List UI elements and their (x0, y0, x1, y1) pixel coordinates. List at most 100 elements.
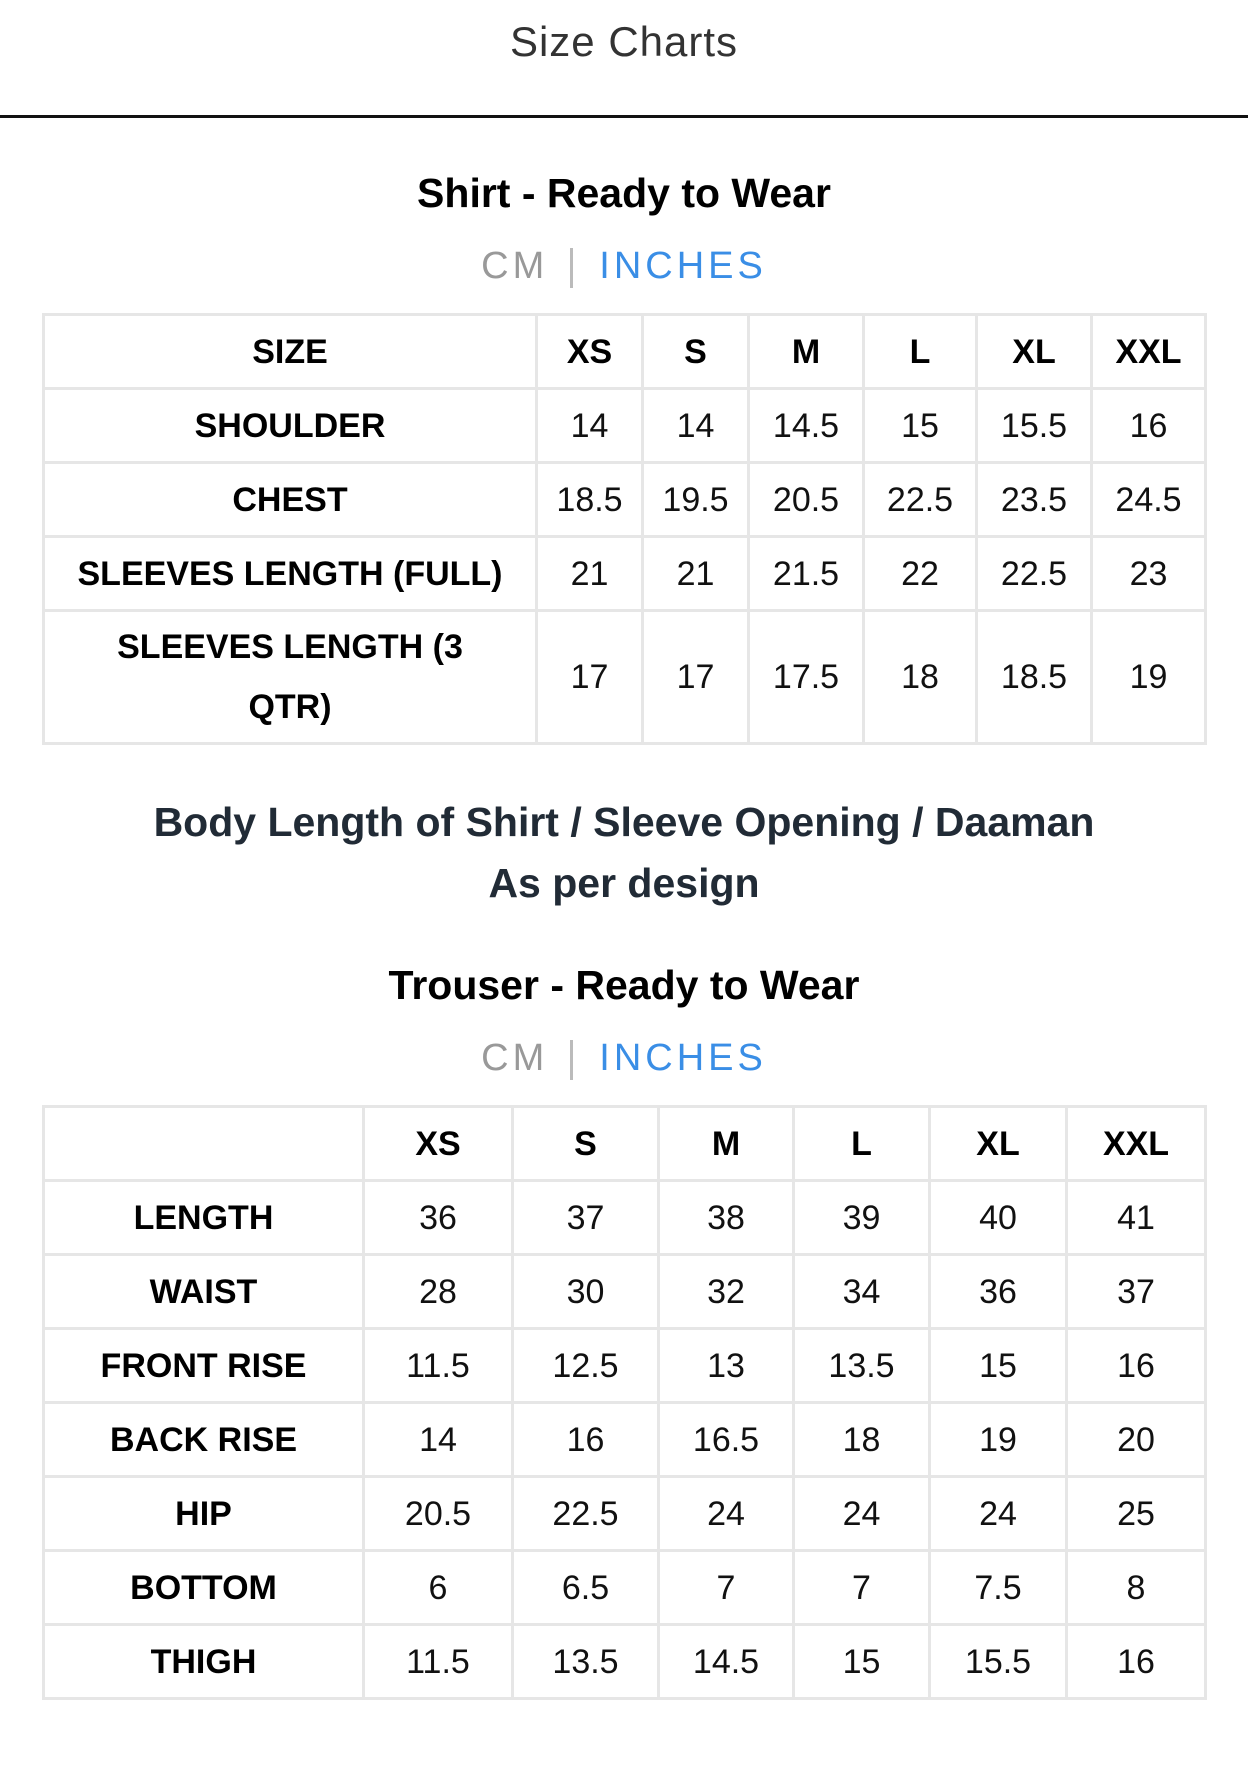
table-cell: 16 (1065, 1623, 1207, 1700)
trouser-unit-toggle: CM INCHES (0, 1037, 1248, 1080)
column-header-size: XXL (1090, 313, 1207, 390)
row-label: CHEST (42, 461, 538, 538)
row-label: SHOULDER (42, 387, 538, 464)
page-title: Size Charts (509, 18, 739, 65)
design-note-line2: As per design (488, 860, 760, 906)
table-cell: 22 (862, 535, 978, 612)
trouser-unit-inches[interactable]: INCHES (599, 1037, 767, 1079)
table-cell: 19.5 (641, 461, 750, 538)
table-cell: 21 (535, 535, 644, 612)
row-label: SLEEVES LENGTH (3 QTR) (42, 609, 538, 745)
table-cell: 22.5 (975, 535, 1093, 612)
design-note: Body Length of Shirt / Sleeve Opening / … (0, 792, 1248, 914)
table-cell: 34 (792, 1253, 931, 1330)
row-label: THIGH (42, 1623, 365, 1700)
table-cell: 22.5 (511, 1475, 660, 1552)
column-header-size: XL (975, 313, 1093, 390)
shirt-size-table: SIZE XS S M L XL XXL SHOULDER 14 14 14.5 15 15.5 16 CH… (42, 313, 1207, 745)
table-cell: 12.5 (511, 1327, 660, 1404)
shirt-unit-cm[interactable]: CM (481, 245, 549, 287)
table-cell: 21.5 (747, 535, 865, 612)
trouser-size-table: XS S M L XL XXL LENGTH 36 37 38 39 40 41 WAIST 28 30 32 3… (42, 1105, 1207, 1700)
table-cell: 16 (1090, 387, 1207, 464)
table-cell: 36 (928, 1253, 1068, 1330)
table-cell: 18.5 (535, 461, 644, 538)
table-cell: 13 (657, 1327, 795, 1404)
row-label: LENGTH (42, 1179, 365, 1256)
table-cell: 15 (928, 1327, 1068, 1404)
table-cell: 18.5 (975, 609, 1093, 745)
table-cell: 38 (657, 1179, 795, 1256)
column-header-size: XS (362, 1105, 514, 1182)
row-label: HIP (42, 1475, 365, 1552)
table-cell: 17 (535, 609, 644, 745)
table-cell: 20.5 (362, 1475, 514, 1552)
table-cell: 15.5 (928, 1623, 1068, 1700)
table-cell: 24 (792, 1475, 931, 1552)
table-row: SLEEVES LENGTH (3 QTR) 17 17 17.5 18 18.5 19 (42, 609, 1207, 745)
header-row: SIZE XS S M L XL XXL (42, 313, 1207, 390)
table-cell: 8 (1065, 1549, 1207, 1626)
column-header-label (42, 1105, 365, 1182)
table-cell: 15.5 (975, 387, 1093, 464)
column-header-size: S (511, 1105, 660, 1182)
shirt-unit-toggle: CM INCHES (0, 245, 1248, 288)
table-cell: 41 (1065, 1179, 1207, 1256)
table-row: LENGTH 36 37 38 39 40 41 (42, 1179, 1207, 1256)
header-row: XS S M L XL XXL (42, 1105, 1207, 1182)
table-cell: 21 (641, 535, 750, 612)
trouser-unit-cm[interactable]: CM (481, 1037, 549, 1079)
table-row: HIP 20.5 22.5 24 24 24 25 (42, 1475, 1207, 1552)
table-cell: 6 (362, 1549, 514, 1626)
table-cell: 14.5 (657, 1623, 795, 1700)
table-cell: 14 (362, 1401, 514, 1478)
table-row: BACK RISE 14 16 16.5 18 19 20 (42, 1401, 1207, 1478)
table-cell: 32 (657, 1253, 795, 1330)
table-row: BOTTOM 6 6.5 7 7 7.5 8 (42, 1549, 1207, 1626)
unit-separator (570, 247, 574, 288)
table-cell: 24 (657, 1475, 795, 1552)
row-label: BOTTOM (42, 1549, 365, 1626)
unit-separator (570, 1039, 574, 1080)
table-cell: 39 (792, 1179, 931, 1256)
table-cell: 17.5 (747, 609, 865, 745)
table-cell: 14 (535, 387, 644, 464)
row-label: FRONT RISE (42, 1327, 365, 1404)
table-cell: 37 (511, 1179, 660, 1256)
table-cell: 7 (792, 1549, 931, 1626)
column-header-size: XXL (1065, 1105, 1207, 1182)
table-cell: 28 (362, 1253, 514, 1330)
table-cell: 11.5 (362, 1327, 514, 1404)
table-cell: 24.5 (1090, 461, 1207, 538)
column-header-size: M (657, 1105, 795, 1182)
table-cell: 23 (1090, 535, 1207, 612)
table-cell: 14.5 (747, 387, 865, 464)
table-cell: 20.5 (747, 461, 865, 538)
table-row: FRONT RISE 11.5 12.5 13 13.5 15 16 (42, 1327, 1207, 1404)
table-cell: 37 (1065, 1253, 1207, 1330)
table-cell: 6.5 (511, 1549, 660, 1626)
table-cell: 25 (1065, 1475, 1207, 1552)
table-cell: 18 (792, 1401, 931, 1478)
table-cell: 30 (511, 1253, 660, 1330)
table-cell: 16 (511, 1401, 660, 1478)
table-row: SLEEVES LENGTH (FULL) 21 21 21.5 22 22.5 23 (42, 535, 1207, 612)
table-row: WAIST 28 30 32 34 36 37 (42, 1253, 1207, 1330)
table-cell: 13.5 (792, 1327, 931, 1404)
table-cell: 18 (862, 609, 978, 745)
table-row: THIGH 11.5 13.5 14.5 15 15.5 16 (42, 1623, 1207, 1700)
trouser-chart-title: Trouser - Ready to Wear (388, 962, 860, 1008)
table-cell: 15 (862, 387, 978, 464)
table-cell: 16.5 (657, 1401, 795, 1478)
header-divider (0, 115, 1248, 118)
table-cell: 24 (928, 1475, 1068, 1552)
table-cell: 23.5 (975, 461, 1093, 538)
column-header-size: XL (928, 1105, 1068, 1182)
table-cell: 14 (641, 387, 750, 464)
shirt-chart-title: Shirt - Ready to Wear (417, 170, 831, 216)
design-note-line1: Body Length of Shirt / Sleeve Opening / … (153, 799, 1095, 845)
row-label: BACK RISE (42, 1401, 365, 1478)
column-header-size: M (747, 313, 865, 390)
shirt-unit-inches[interactable]: INCHES (599, 245, 767, 287)
table-cell: 19 (928, 1401, 1068, 1478)
